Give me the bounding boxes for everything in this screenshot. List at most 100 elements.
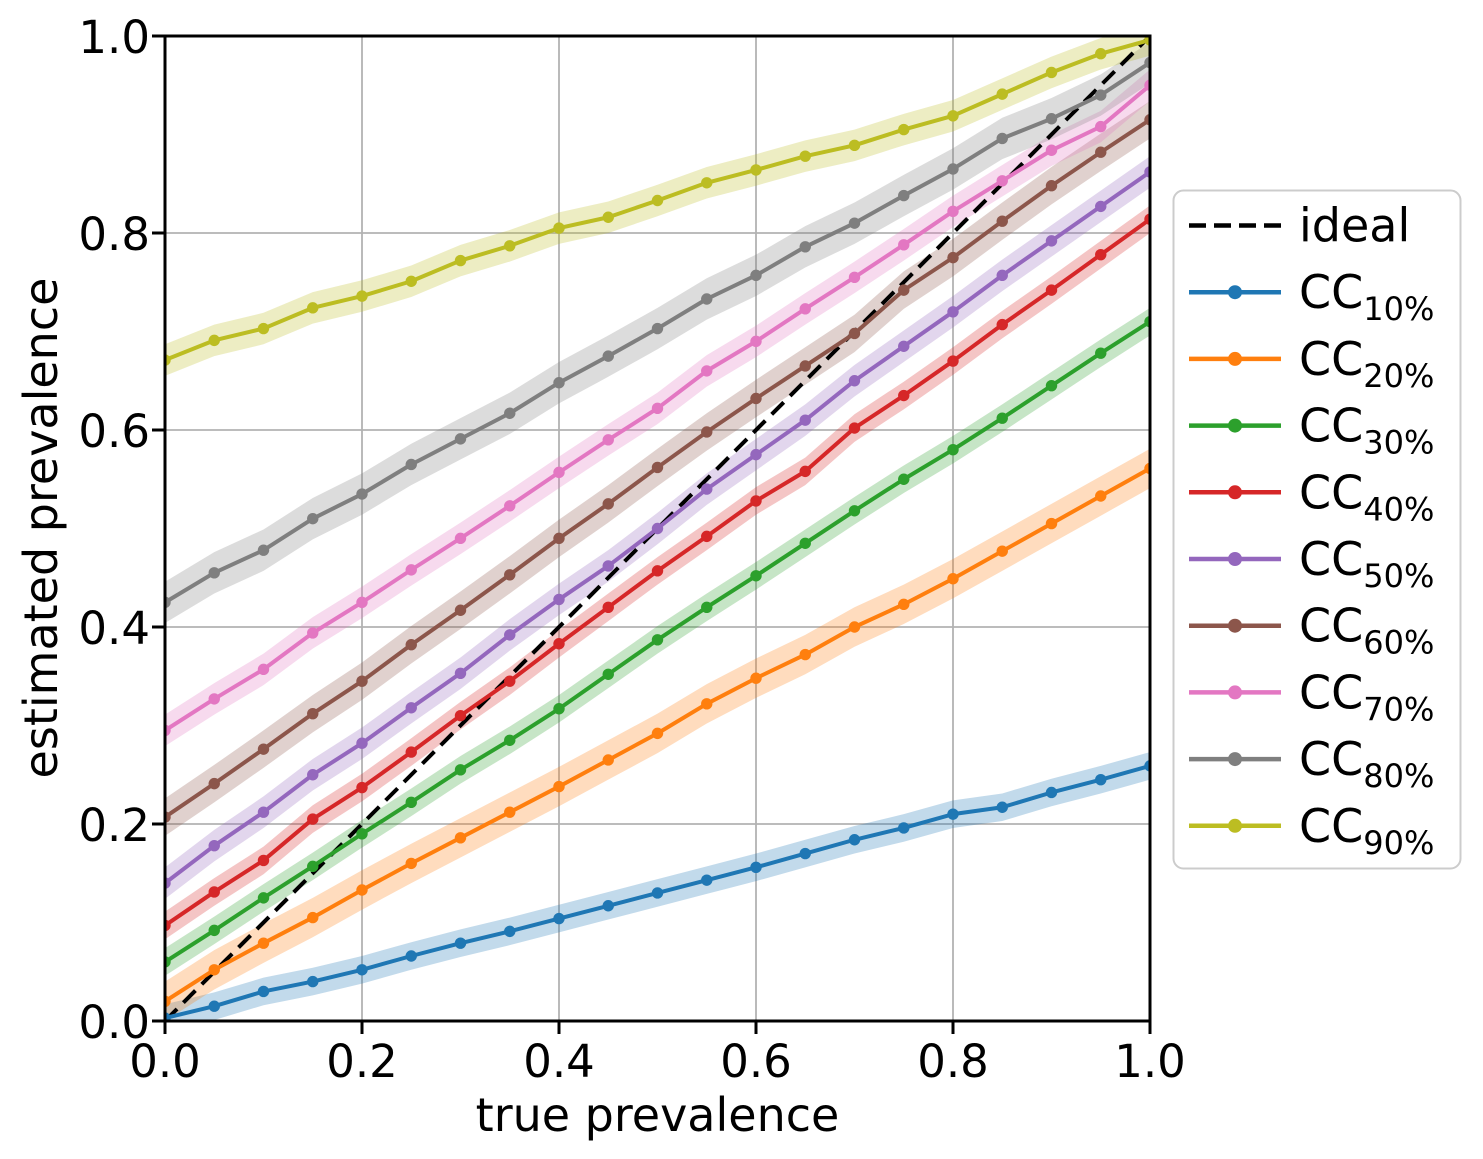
x-tick-label-1.0: 1.0 bbox=[1114, 1035, 1186, 1088]
marker-CC-80% bbox=[208, 567, 220, 579]
marker-CC-30% bbox=[504, 734, 516, 746]
marker-CC-30% bbox=[848, 505, 861, 517]
marker-CC-60% bbox=[405, 639, 417, 651]
marker-CC-80% bbox=[257, 544, 270, 556]
marker-CC-50% bbox=[257, 806, 270, 818]
marker-CC-70% bbox=[799, 303, 811, 315]
marker-CC-10% bbox=[454, 937, 467, 949]
marker-CC-10% bbox=[553, 912, 565, 925]
legend-marker-50% bbox=[1228, 552, 1242, 566]
marker-CC-10% bbox=[750, 861, 762, 874]
marker-CC-90% bbox=[947, 110, 959, 122]
marker-CC-30% bbox=[208, 924, 220, 937]
marker-CC-40% bbox=[208, 886, 220, 898]
marker-CC-90% bbox=[405, 275, 417, 287]
marker-CC-50% bbox=[405, 702, 417, 714]
marker-CC-80% bbox=[1045, 113, 1058, 125]
marker-CC-90% bbox=[651, 194, 664, 207]
marker-CC-80% bbox=[602, 350, 614, 362]
marker-CC-90% bbox=[257, 322, 270, 335]
marker-CC-40% bbox=[848, 422, 861, 434]
marker-CC-80% bbox=[701, 293, 713, 305]
marker-CC-70% bbox=[356, 596, 368, 609]
series-CC-70% bbox=[165, 79, 1150, 737]
marker-CC-80% bbox=[454, 433, 467, 445]
marker-CC-40% bbox=[504, 675, 516, 687]
marker-CC-60% bbox=[602, 498, 614, 510]
marker-CC-80% bbox=[356, 488, 368, 500]
marker-CC-20% bbox=[504, 806, 516, 818]
marker-CC-20% bbox=[750, 672, 762, 684]
marker-CC-70% bbox=[504, 500, 516, 512]
marker-CC-90% bbox=[750, 164, 762, 176]
marker-CC-10% bbox=[996, 801, 1008, 813]
marker-CC-60% bbox=[947, 251, 959, 264]
x-tick-label-0.8: 0.8 bbox=[917, 1035, 989, 1088]
marker-CC-60% bbox=[1095, 146, 1107, 158]
marker-CC-30% bbox=[356, 828, 368, 840]
marker-CC-60% bbox=[1045, 180, 1058, 192]
marker-CC-70% bbox=[208, 693, 220, 705]
marker-CC-30% bbox=[651, 634, 664, 646]
marker-CC-10% bbox=[405, 950, 417, 962]
y-tick-label-0.2: 0.2 bbox=[78, 799, 150, 852]
marker-CC-40% bbox=[1095, 248, 1107, 261]
marker-CC-90% bbox=[356, 290, 368, 302]
marker-CC-20% bbox=[1095, 490, 1107, 502]
marker-CC-70% bbox=[405, 564, 417, 576]
marker-CC-80% bbox=[947, 163, 959, 175]
x-axis-label: true prevalence bbox=[475, 1088, 840, 1142]
marker-CC-20% bbox=[1045, 517, 1058, 530]
marker-CC-50% bbox=[454, 667, 467, 679]
y-tick-label-0.6: 0.6 bbox=[78, 405, 150, 458]
marker-CC-20% bbox=[848, 621, 861, 633]
marker-CC-10% bbox=[1045, 786, 1058, 799]
marker-CC-60% bbox=[356, 675, 368, 687]
marker-CC-60% bbox=[307, 707, 319, 720]
tick-labels: 0.0 0.2 0.4 0.6 0.8 1.0 0.0 0.2 0.4 0.6 0.8 1.0 bbox=[78, 11, 1185, 1088]
marker-CC-30% bbox=[996, 412, 1008, 424]
marker-CC-70% bbox=[1095, 120, 1107, 133]
marker-CC-20% bbox=[799, 648, 811, 661]
marker-CC-30% bbox=[1095, 347, 1107, 359]
marker-CC-80% bbox=[996, 132, 1008, 145]
marker-CC-20% bbox=[454, 832, 467, 844]
marker-CC-30% bbox=[947, 444, 959, 456]
marker-CC-80% bbox=[307, 512, 319, 525]
y-tick-label-0.4: 0.4 bbox=[78, 602, 150, 655]
marker-CC-30% bbox=[553, 703, 565, 715]
marker-CC-50% bbox=[553, 593, 565, 606]
marker-CC-60% bbox=[848, 327, 861, 340]
marker-CC-80% bbox=[750, 269, 762, 282]
marker-CC-70% bbox=[701, 365, 713, 377]
marker-CC-40% bbox=[651, 565, 664, 577]
series-CC-20% bbox=[165, 462, 1150, 1007]
marker-CC-30% bbox=[799, 537, 811, 549]
marker-CC-60% bbox=[701, 426, 713, 438]
marker-CC-10% bbox=[504, 925, 516, 938]
marker-CC-40% bbox=[356, 781, 368, 794]
marker-CC-10% bbox=[799, 847, 811, 860]
marker-CC-70% bbox=[553, 466, 565, 479]
legend-label-ideal: ideal bbox=[1299, 199, 1410, 253]
marker-CC-30% bbox=[405, 796, 417, 809]
marker-CC-80% bbox=[651, 322, 664, 335]
marker-CC-20% bbox=[307, 911, 319, 924]
ideal-line bbox=[165, 36, 1150, 1021]
marker-CC-10% bbox=[947, 808, 959, 820]
legend-marker-10% bbox=[1228, 285, 1242, 300]
marker-CC-10% bbox=[356, 964, 368, 976]
marker-CC-20% bbox=[356, 884, 368, 896]
x-tick-label-0.4: 0.4 bbox=[523, 1035, 595, 1088]
y-tick-label-0.0: 0.0 bbox=[78, 996, 150, 1049]
marker-CC-40% bbox=[799, 465, 811, 478]
legend-entry-ideal: ideal bbox=[1189, 199, 1410, 253]
marker-CC-90% bbox=[602, 211, 614, 223]
marker-CC-50% bbox=[701, 483, 713, 495]
marker-CC-70% bbox=[750, 335, 762, 348]
series-CC-40% bbox=[165, 213, 1150, 932]
marker-CC-30% bbox=[257, 892, 270, 904]
marker-CC-50% bbox=[356, 737, 368, 749]
marker-CC-70% bbox=[848, 271, 861, 284]
